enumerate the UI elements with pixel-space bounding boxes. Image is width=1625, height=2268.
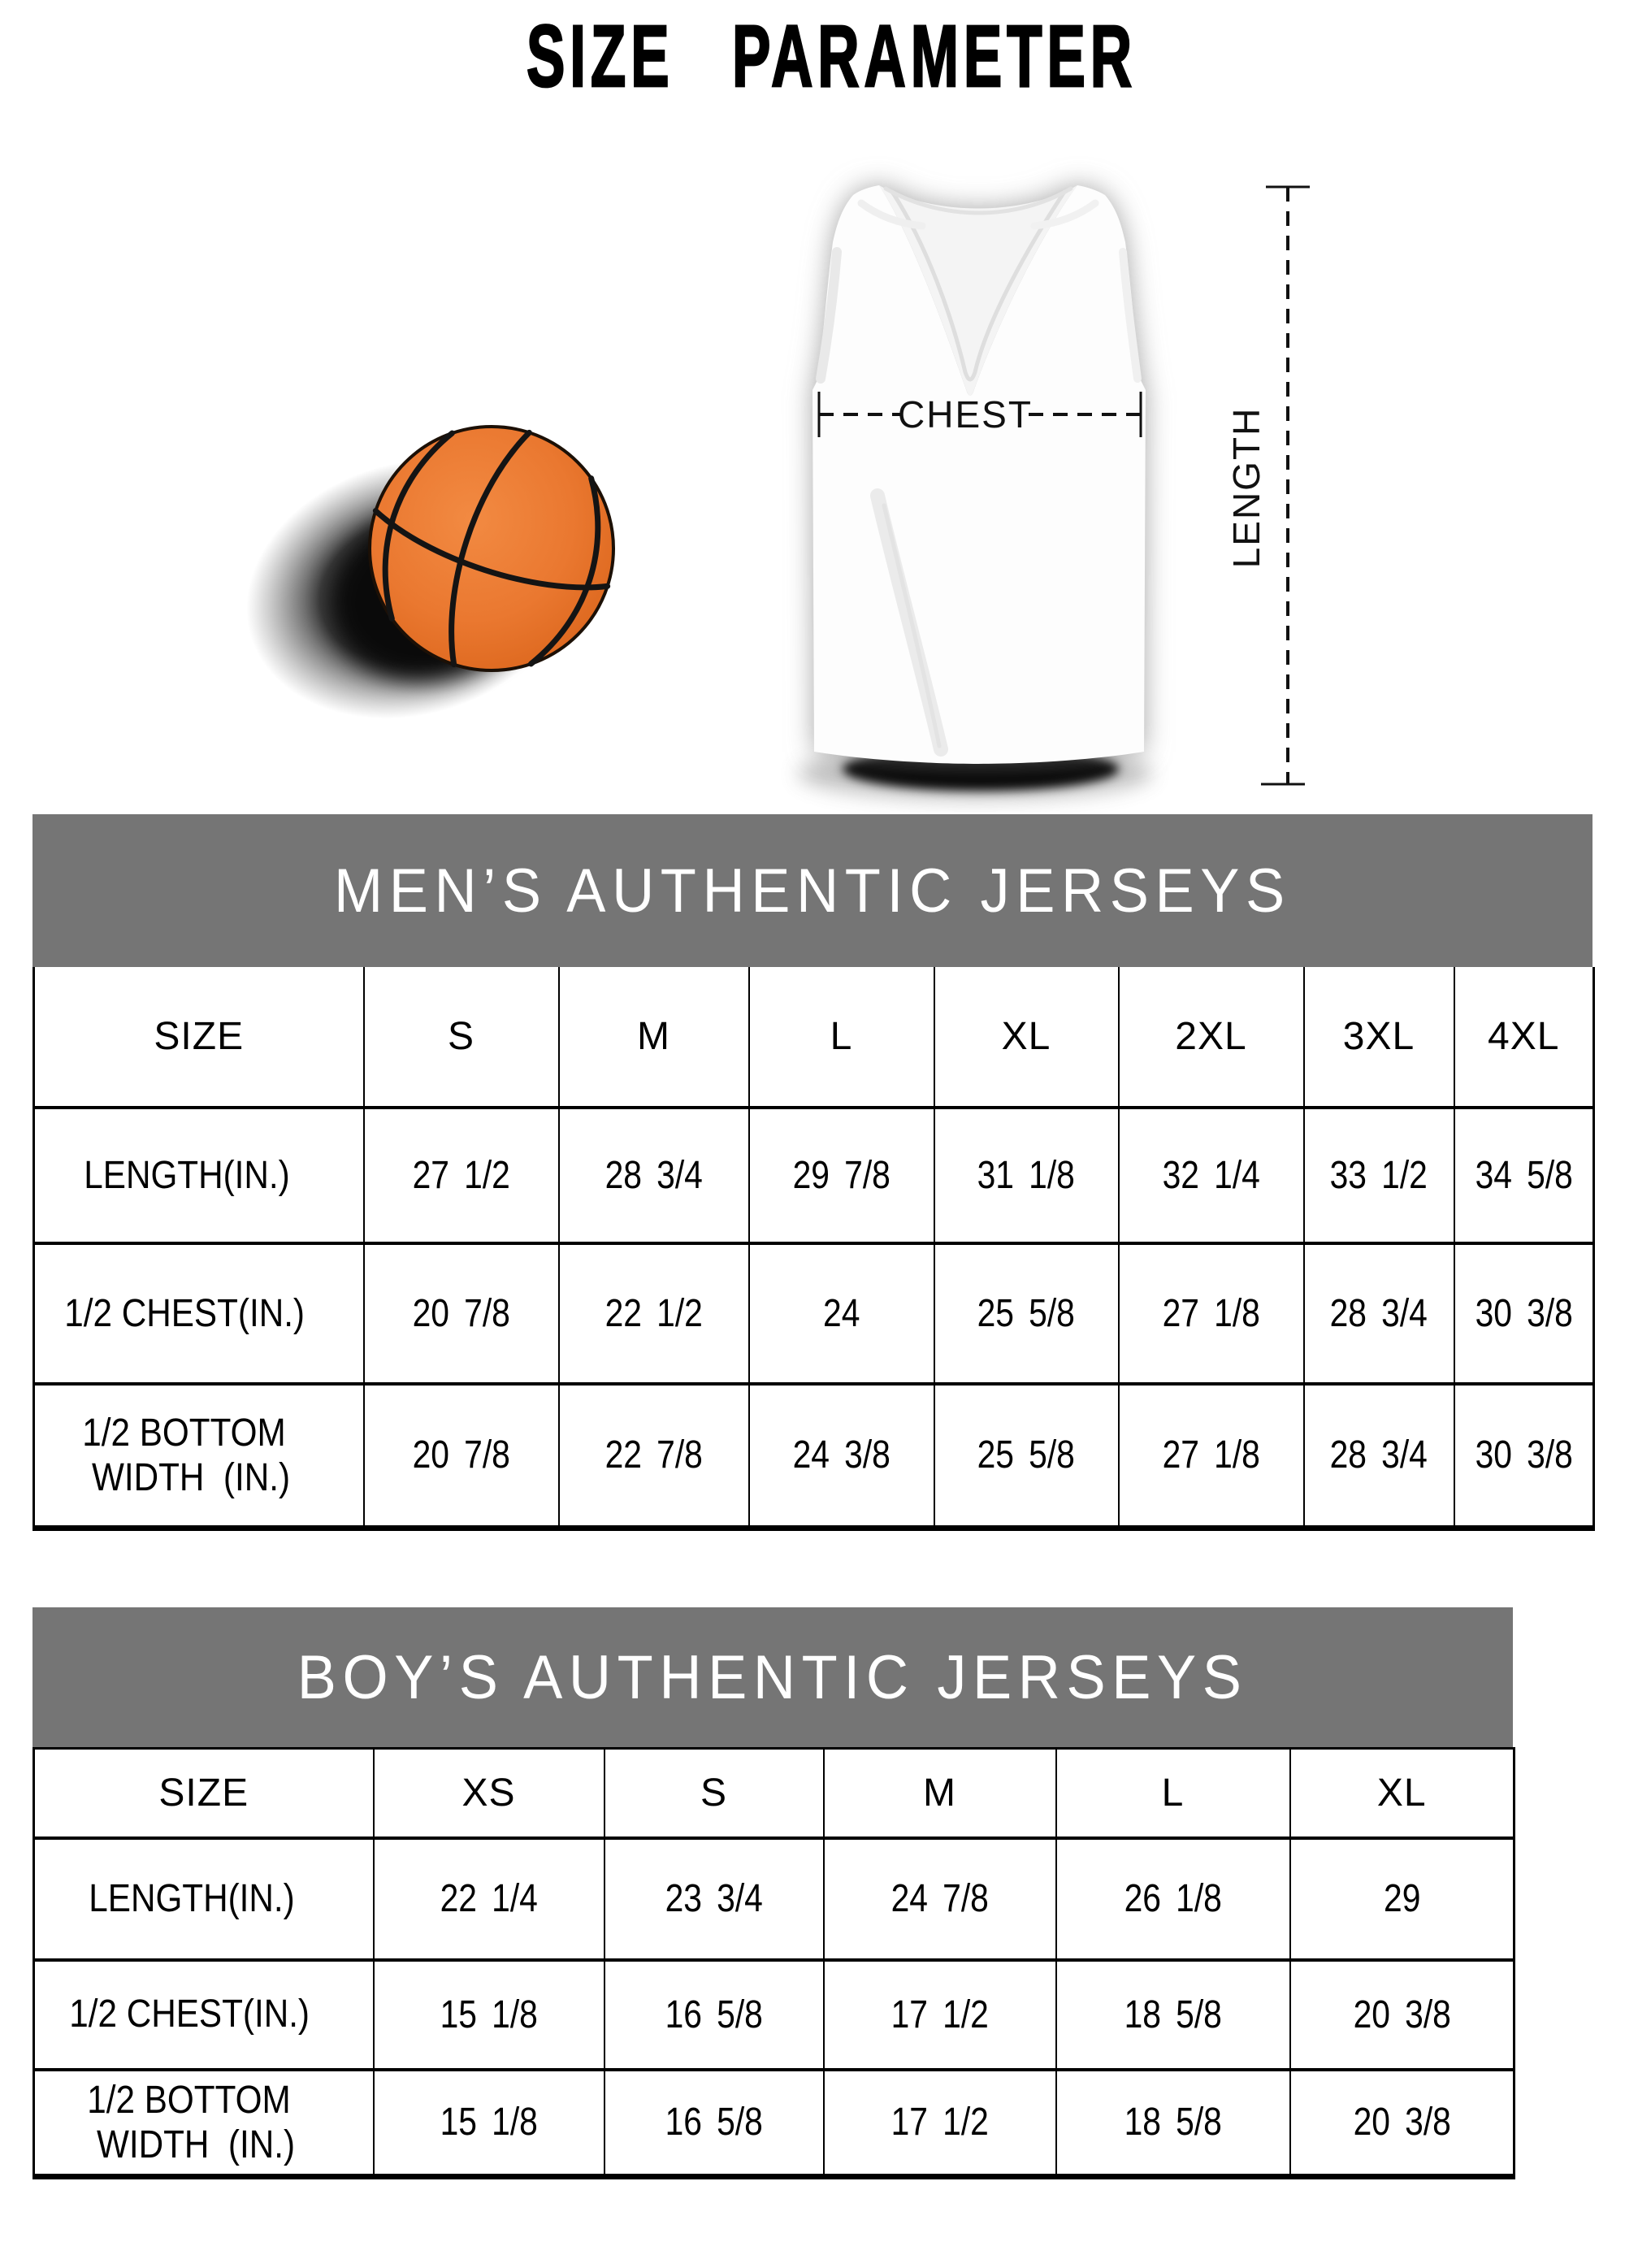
boys-size-m: M <box>822 1748 1056 1838</box>
basketball-graphic <box>246 425 615 719</box>
value-cell: 24 3/8 <box>748 1382 934 1528</box>
value-cell: 20 7/8 <box>362 1382 559 1528</box>
boys-size-l: L <box>1055 1748 1290 1838</box>
value-cell: 22 1/4 <box>372 1836 604 1960</box>
row-label-cell: 1/2 CHEST(IN.) <box>33 1958 374 2070</box>
mens-header-row: SIZE S M L XL 2XL 3XL 4XL <box>34 967 1594 1108</box>
value-cell: 18 5/8 <box>1055 2067 1290 2177</box>
mens-size-2xl: 2XL <box>1117 967 1304 1108</box>
value-cell: 28 3/4 <box>1302 1242 1454 1384</box>
jersey-body <box>812 185 1146 764</box>
value-cell: 17 1/2 <box>822 2067 1056 2177</box>
row-label-cell: 1/2 BOTTOM WIDTH (IN.) <box>33 1382 364 1528</box>
boys-size-xl: XL <box>1289 1748 1514 1838</box>
row-label-cell: 1/2 CHEST(IN.) <box>33 1242 364 1384</box>
mens-bottom-width-row: 1/2 BOTTOM WIDTH (IN.) 20 7/8 22 7/8 24 … <box>33 1382 1594 1528</box>
value-cell: 20 3/8 <box>1289 1958 1514 2070</box>
boys-chest-row: 1/2 CHEST(IN.) 15 1/8 16 5/8 17 1/2 18 5… <box>33 1958 1514 2070</box>
boys-size-xs: XS <box>372 1748 604 1838</box>
length-line <box>1261 185 1310 786</box>
boys-section-header: BOY’S AUTHENTIC JERSEYS <box>32 1607 1513 1747</box>
value-cell: 31 1/8 <box>933 1106 1119 1243</box>
mens-size-table: SIZE S M L XL 2XL 3XL 4XL LENGTH(IN.) 27… <box>32 967 1595 1531</box>
boys-size-header-cell: SIZE <box>158 1771 249 1815</box>
chest-line <box>817 392 1142 437</box>
value-cell: 22 7/8 <box>557 1382 749 1528</box>
mens-length-row: LENGTH(IN.) 27 1/2 28 3/4 29 7/8 31 1/8 … <box>33 1106 1594 1243</box>
mens-size-header-cell: SIZE <box>154 1015 245 1058</box>
value-cell: 29 <box>1289 1836 1514 1960</box>
row-label-cell: 1/2 BOTTOM WIDTH (IN.) <box>33 2067 374 2177</box>
value-cell: 16 5/8 <box>603 1958 824 2070</box>
value-cell: 32 1/4 <box>1117 1106 1304 1243</box>
boys-header-row: SIZE XS S M L XL <box>34 1748 1514 1838</box>
boys-length-row: LENGTH(IN.) 22 1/4 23 3/4 24 7/8 26 1/8 … <box>33 1836 1514 1960</box>
mens-size-xl: XL <box>933 967 1119 1108</box>
mens-size-4xl: 4XL <box>1453 967 1594 1108</box>
value-cell: 26 1/8 <box>1055 1836 1290 1960</box>
value-cell: 27 1/2 <box>362 1106 559 1243</box>
length-label: LENGTH <box>1225 407 1268 569</box>
value-cell: 17 1/2 <box>822 1958 1056 2070</box>
page-title: SIZE PARAMETER <box>0 10 1625 103</box>
value-cell: 28 3/4 <box>557 1106 749 1243</box>
value-cell: 30 3/8 <box>1453 1382 1594 1528</box>
value-cell: 22 1/2 <box>557 1242 749 1384</box>
value-cell: 33 1/2 <box>1302 1106 1454 1243</box>
value-cell: 24 <box>748 1242 934 1384</box>
value-cell: 34 5/8 <box>1453 1106 1594 1243</box>
mens-size-l: L <box>748 967 934 1108</box>
value-cell: 16 5/8 <box>603 2067 824 2177</box>
mens-size-3xl: 3XL <box>1302 967 1454 1108</box>
chest-label: CHEST <box>898 393 1033 436</box>
value-cell: 18 5/8 <box>1055 1958 1290 2070</box>
value-cell: 20 7/8 <box>362 1242 559 1384</box>
value-cell: 20 3/8 <box>1289 2067 1514 2177</box>
value-cell: 28 3/4 <box>1302 1382 1454 1528</box>
row-label-cell: LENGTH(IN.) <box>33 1106 364 1243</box>
value-cell: 25 5/8 <box>933 1242 1119 1384</box>
mens-section-header: MEN’S AUTHENTIC JERSEYS <box>32 814 1592 967</box>
boys-section-title: BOY’S AUTHENTIC JERSEYS <box>297 1642 1248 1712</box>
row-label-cell: LENGTH(IN.) <box>33 1836 374 1960</box>
value-cell: 25 5/8 <box>933 1382 1119 1528</box>
value-cell: 15 1/8 <box>372 1958 604 2070</box>
mens-chest-row: 1/2 CHEST(IN.) 20 7/8 22 1/2 24 25 5/8 2… <box>33 1242 1594 1384</box>
value-cell: 30 3/8 <box>1453 1242 1594 1384</box>
value-cell: 24 7/8 <box>822 1836 1056 1960</box>
mens-size-m: M <box>557 967 749 1108</box>
value-cell: 23 3/4 <box>603 1836 824 1960</box>
basketball-ball <box>368 425 615 672</box>
boys-size-table: SIZE XS S M L XL LENGTH(IN.) 22 1/4 23 3… <box>32 1747 1515 2179</box>
value-cell: 27 1/8 <box>1117 1242 1304 1384</box>
value-cell: 15 1/8 <box>372 2067 604 2177</box>
mens-section-title: MEN’S AUTHENTIC JERSEYS <box>334 856 1291 926</box>
value-cell: 27 1/8 <box>1117 1382 1304 1528</box>
boys-size-s: S <box>603 1748 824 1838</box>
value-cell: 29 7/8 <box>748 1106 934 1243</box>
jersey-graphic: CHEST LENGTH <box>798 185 1310 800</box>
page-title-text: SIZE PARAMETER <box>526 7 1137 106</box>
boys-bottom-width-row: 1/2 BOTTOM WIDTH (IN.) 15 1/8 16 5/8 17 … <box>33 2067 1514 2177</box>
mens-size-s: S <box>362 967 559 1108</box>
